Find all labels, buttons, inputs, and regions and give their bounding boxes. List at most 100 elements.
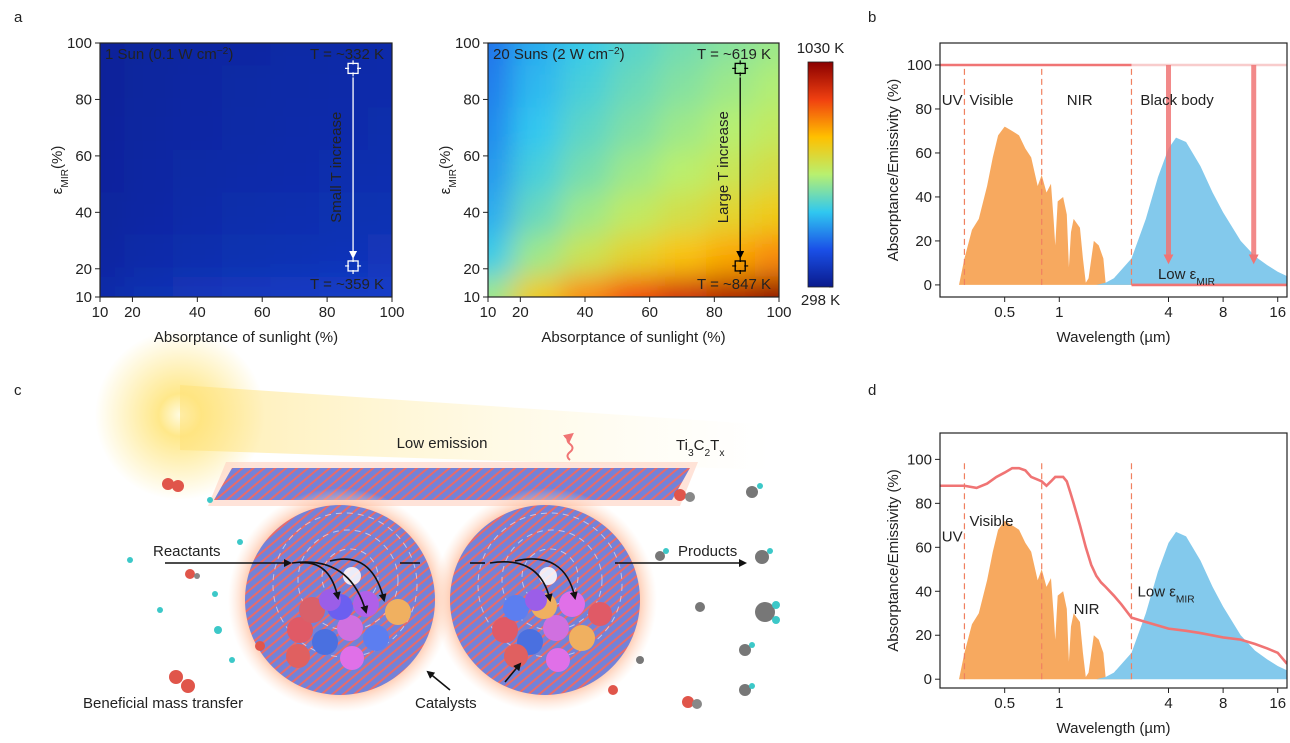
heatmap-cell [657, 275, 708, 297]
y-tick-label: 40 [915, 583, 932, 600]
heatmap-cell [173, 191, 223, 235]
heatmap-cell [124, 64, 174, 108]
condition-label-script: −2 [608, 46, 620, 57]
material-label-script: 2 [704, 448, 710, 459]
heatmap-cell [560, 43, 611, 66]
heatmap-cell [173, 275, 223, 297]
heatmap-cell [367, 106, 392, 150]
temperature-label: T = ~619 K [697, 46, 771, 63]
plot-area [940, 63, 1287, 287]
sunbeam [180, 385, 770, 470]
y-tick-label: 80 [75, 91, 92, 108]
catalysts-label: Catalysts [415, 695, 477, 712]
heatmap-cell [270, 148, 320, 193]
y-tick-label: 60 [915, 145, 932, 162]
heatmap-cell [657, 64, 708, 108]
heatmap-cell [367, 43, 392, 66]
y-tick-label: 100 [907, 57, 932, 74]
temperature-label: T = ~359 K [310, 276, 384, 293]
heatmap-cell [657, 191, 708, 235]
x-tick-label: 60 [641, 304, 658, 321]
trend-label: Small T increase [328, 112, 345, 223]
y-tick-label: 20 [915, 627, 932, 644]
reaction-arrows [165, 558, 747, 691]
heatmap-cell [270, 43, 320, 66]
y-axis-label: Absorptance/Emissivity (%) [885, 79, 902, 262]
x-tick-label: 100 [766, 304, 791, 321]
heatmap-cell [270, 64, 320, 108]
low-emissivity-label-part: Low ε [1138, 583, 1177, 600]
heatmap-cell [488, 233, 514, 277]
mass-transfer-label: Beneficial mass transfer [83, 695, 243, 712]
temperature-label: T = ~847 K [697, 276, 771, 293]
heatmap-cell [560, 148, 611, 193]
spectrum-area [958, 520, 1132, 680]
plot-frame [939, 432, 1288, 689]
colorbar [807, 61, 834, 288]
x-axis-label: Absorptance of sunlight (%) [154, 329, 338, 346]
y-tick-label: 10 [75, 289, 92, 306]
y-tick-label: 80 [915, 101, 932, 118]
marker-cross [732, 257, 749, 274]
x-tick-label: 10 [480, 304, 497, 321]
heatmap-cell [657, 43, 708, 66]
heatmap-cell [124, 275, 174, 297]
heatmap-cell [754, 148, 779, 193]
y-tick-label: 20 [75, 261, 92, 278]
heatmap-cell [124, 43, 174, 66]
colorbar-label: 298 K [801, 292, 840, 309]
condition-label: 1 Sun (0.1 W cm−2) [105, 46, 233, 64]
y-tick-label: 10 [463, 289, 480, 306]
x-tick-label: 8 [1219, 304, 1227, 321]
heatmap-cell [609, 233, 659, 277]
heatmap-cell [488, 148, 514, 193]
heatmap-cell [221, 148, 272, 193]
heatmap-cell [100, 275, 126, 297]
heatmap-cell [512, 43, 562, 66]
heatmap-cell [706, 64, 756, 108]
heatmap-cell [100, 43, 126, 66]
heatmap-cell [100, 191, 126, 235]
body-label: Black body [1140, 92, 1214, 109]
heatmap-cell [609, 191, 659, 235]
panel-label: a [14, 9, 23, 26]
y-tick-label: 60 [75, 148, 92, 165]
y-tick-label: 40 [915, 189, 932, 206]
heatmap-cell [173, 43, 223, 66]
spectrum-line [940, 466, 1287, 665]
heatmap-cells [488, 43, 779, 297]
heatmap-cell [221, 106, 272, 150]
x-tick-label: 10 [92, 304, 109, 321]
heatmap-cell [221, 64, 272, 108]
x-tick-label: 1 [1055, 695, 1063, 712]
low-emission-label: Low emission [397, 435, 488, 452]
material-label-part: C [694, 437, 705, 454]
spectrum-area [958, 126, 1132, 285]
heatmap-cell [657, 106, 708, 150]
heatmap-cell [657, 233, 708, 277]
material-label-script: 3 [688, 448, 694, 459]
condition-label-part: ) [620, 46, 625, 63]
y-tick-label: 40 [75, 204, 92, 221]
heatmap-cell [754, 106, 779, 150]
plot-area [100, 43, 392, 297]
y-axis-label-script: MIR [448, 169, 459, 188]
pore [343, 567, 361, 585]
condition-label: 20 Suns (2 W cm−2) [493, 46, 625, 64]
heatmap-cell [560, 191, 611, 235]
x-tick-label: 0.5 [994, 695, 1015, 712]
plot-area [488, 43, 779, 297]
x-tick-label: 20 [512, 304, 529, 321]
region-label: NIR [1074, 601, 1100, 618]
heatmap-cell [512, 106, 562, 150]
x-tick-label: 4 [1164, 695, 1172, 712]
x-tick-label: 0.5 [994, 304, 1015, 321]
heatmap-cell [173, 148, 223, 193]
heatmap-cell [754, 275, 779, 297]
panel-label: c [14, 382, 22, 399]
heatmap-cell [488, 275, 514, 297]
marker-cross [732, 60, 749, 77]
heatmap-cells [100, 43, 392, 297]
heatmap-cell [124, 191, 174, 235]
y-tick-label: 40 [463, 204, 480, 221]
